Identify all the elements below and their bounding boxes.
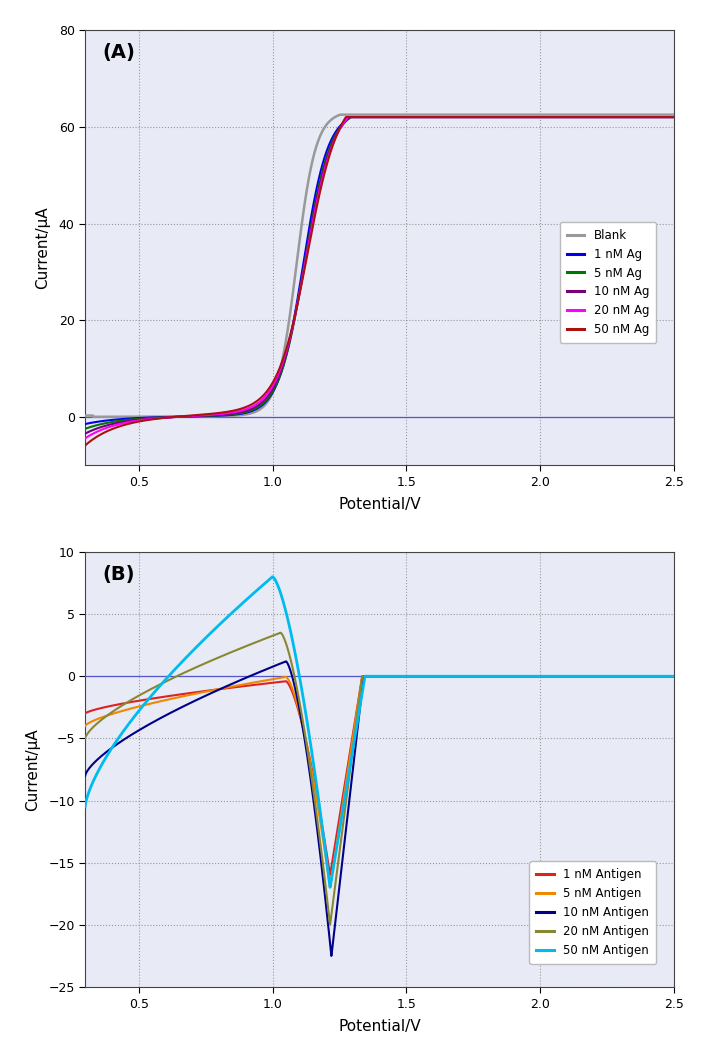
Text: (B): (B) <box>103 564 135 584</box>
Legend: 1 nM Antigen, 5 nM Antigen, 10 nM Antigen, 20 nM Antigen, 50 nM Antigen: 1 nM Antigen, 5 nM Antigen, 10 nM Antige… <box>529 861 657 964</box>
Y-axis label: Current/μA: Current/μA <box>25 729 40 811</box>
Text: (A): (A) <box>103 43 135 62</box>
Y-axis label: Current/μA: Current/μA <box>35 207 50 289</box>
X-axis label: Potential/V: Potential/V <box>338 1019 421 1034</box>
Legend: Blank, 1 nM Ag, 5 nM Ag, 10 nM Ag, 20 nM Ag, 50 nM Ag: Blank, 1 nM Ag, 5 nM Ag, 10 nM Ag, 20 nM… <box>559 221 657 343</box>
X-axis label: Potential/V: Potential/V <box>338 497 421 513</box>
